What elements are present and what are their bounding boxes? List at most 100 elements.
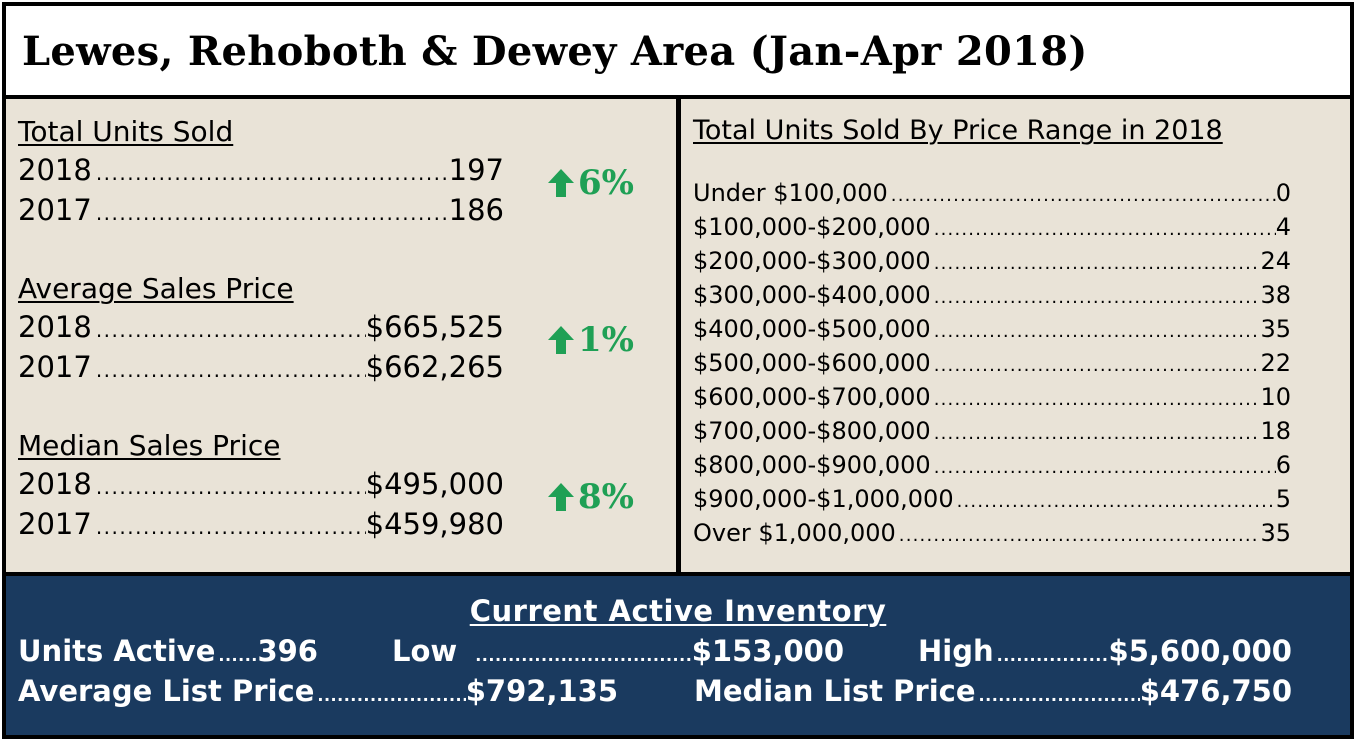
range-row: Under $100,000 .........................… [693,179,1291,207]
range-value: 0 [1275,179,1291,207]
dot-leader: ........................................… [933,423,1261,444]
range-value: 18 [1260,417,1291,445]
range-label: $300,000-$400,000 [693,281,931,309]
price-range-panel: Total Units Sold By Price Range in 2018 … [681,99,1350,572]
dot-leader: ........................................… [933,457,1276,478]
year-label: 2018 [18,310,92,344]
high-price-label: High [918,634,994,668]
avg-price-2018-value: $665,525 [365,310,504,344]
median-price-2018-row: 2018 ...................................… [18,467,504,501]
dot-leader: ........................................… [933,355,1261,376]
range-row: $100,000-$200,000 ......................… [693,213,1291,241]
median-price-2017-value: $459,980 [365,507,504,541]
dot-leader: ........................................… [95,201,449,225]
low-price-label: Low [392,634,458,668]
units-change: 6% [546,163,634,203]
range-label: $900,000-$1,000,000 [693,485,954,513]
units-2017-value: 186 [448,193,504,227]
range-value: 38 [1260,281,1291,309]
range-value: 6 [1275,451,1291,479]
range-row: $600,000-$700,000 ......................… [693,383,1291,411]
range-row: $300,000-$400,000 ......................… [693,281,1291,309]
dot-leader: ........................................… [933,321,1261,342]
inventory-heading-wrap: Current Active Inventory [6,594,1350,628]
dot-leader: ........................................… [95,475,366,499]
price-range-heading: Total Units Sold By Price Range in 2018 [693,115,1223,146]
average-list-price-value: $792,135 [465,674,618,708]
inventory-heading: Current Active Inventory [469,594,887,628]
year-label: 2018 [18,467,92,501]
median-list-price-label: Median List Price [694,674,976,708]
dot-leader: ........................................… [978,686,1140,705]
dot-leader: ........................................… [95,358,366,382]
range-row: $900,000-$1,000,000 ....................… [693,485,1291,513]
units-2018-value: 197 [448,153,504,187]
range-label: Under $100,000 [693,179,888,207]
units-change-value: 6% [578,163,634,203]
range-value: 10 [1260,383,1291,411]
dot-leader: ........................................… [95,318,366,342]
range-row: $500,000-$600,000 ......................… [693,349,1291,377]
dot-leader: ........................................… [933,253,1261,274]
median-price-change: 8% [546,477,634,517]
year-label: 2018 [18,153,92,187]
range-label: $100,000-$200,000 [693,213,931,241]
dot-leader: ........................................… [95,161,449,185]
dot-leader: ........................................… [890,185,1276,206]
units-2017-row: 2017 ...................................… [18,193,504,227]
avg-price-2017-value: $662,265 [365,350,504,384]
range-label: $500,000-$600,000 [693,349,931,377]
units-active-item: Units Active ...........................… [18,634,318,668]
range-row: Over $1,000,000 ........................… [693,519,1291,547]
dot-leader: ........................................… [317,686,465,705]
arrow-up-icon [548,326,574,354]
dot-leader: ........................................… [95,515,366,539]
low-price-item: Low ....................................… [392,634,844,668]
avg-price-change-value: 1% [578,320,634,360]
low-price-value: $153,000 [691,634,844,668]
median-list-price-item: Median List Price ......................… [694,674,1292,708]
avg-price-2017-row: 2017 ...................................… [18,350,504,384]
average-list-price-item: Average List Price .....................… [18,674,618,708]
range-value: 24 [1260,247,1291,275]
range-label: $600,000-$700,000 [693,383,931,411]
range-value: 35 [1260,315,1291,343]
range-row: $700,000-$800,000 ......................… [693,417,1291,445]
range-label: $700,000-$800,000 [693,417,931,445]
average-sales-price-heading: Average Sales Price [18,272,294,305]
year-label: 2017 [18,193,92,227]
units-active-value: 396 [257,634,318,668]
dot-leader: ........................................… [956,491,1276,512]
year-label: 2017 [18,507,92,541]
range-value: 5 [1275,485,1291,513]
range-label: Over $1,000,000 [693,519,896,547]
range-row: $400,000-$500,000 ......................… [693,315,1291,343]
dot-leader: ........................................… [996,646,1109,665]
dot-leader: ........................................… [898,525,1261,546]
median-list-price-value: $476,750 [1139,674,1292,708]
title-box: Lewes, Rehoboth & Dewey Area (Jan-Apr 20… [2,2,1354,99]
page-title: Lewes, Rehoboth & Dewey Area (Jan-Apr 20… [22,28,1088,75]
high-price-item: High ...................................… [918,634,1292,668]
dot-leader: ........................................… [475,646,692,665]
range-label: $400,000-$500,000 [693,315,931,343]
range-value: 22 [1260,349,1291,377]
dot-leader: ........................................… [933,287,1261,308]
dot-leader: ........................................… [933,219,1276,240]
units-2018-row: 2018 ...................................… [18,153,504,187]
range-row: $800,000-$900,000 ......................… [693,451,1291,479]
median-price-2017-row: 2017 ...................................… [18,507,504,541]
units-active-label: Units Active [18,634,216,668]
total-units-sold-heading: Total Units Sold [18,115,234,148]
median-sales-price-heading: Median Sales Price [18,429,281,462]
range-label: $200,000-$300,000 [693,247,931,275]
sales-summary-panel: Total Units Sold 2018 ..................… [6,99,676,572]
year-label: 2017 [18,350,92,384]
range-row: $200,000-$300,000 ......................… [693,247,1291,275]
range-label: $800,000-$900,000 [693,451,931,479]
avg-price-change: 1% [546,320,634,360]
range-value: 35 [1260,519,1291,547]
avg-price-2018-row: 2018 ...................................… [18,310,504,344]
median-price-2018-value: $495,000 [365,467,504,501]
median-price-change-value: 8% [578,477,634,517]
